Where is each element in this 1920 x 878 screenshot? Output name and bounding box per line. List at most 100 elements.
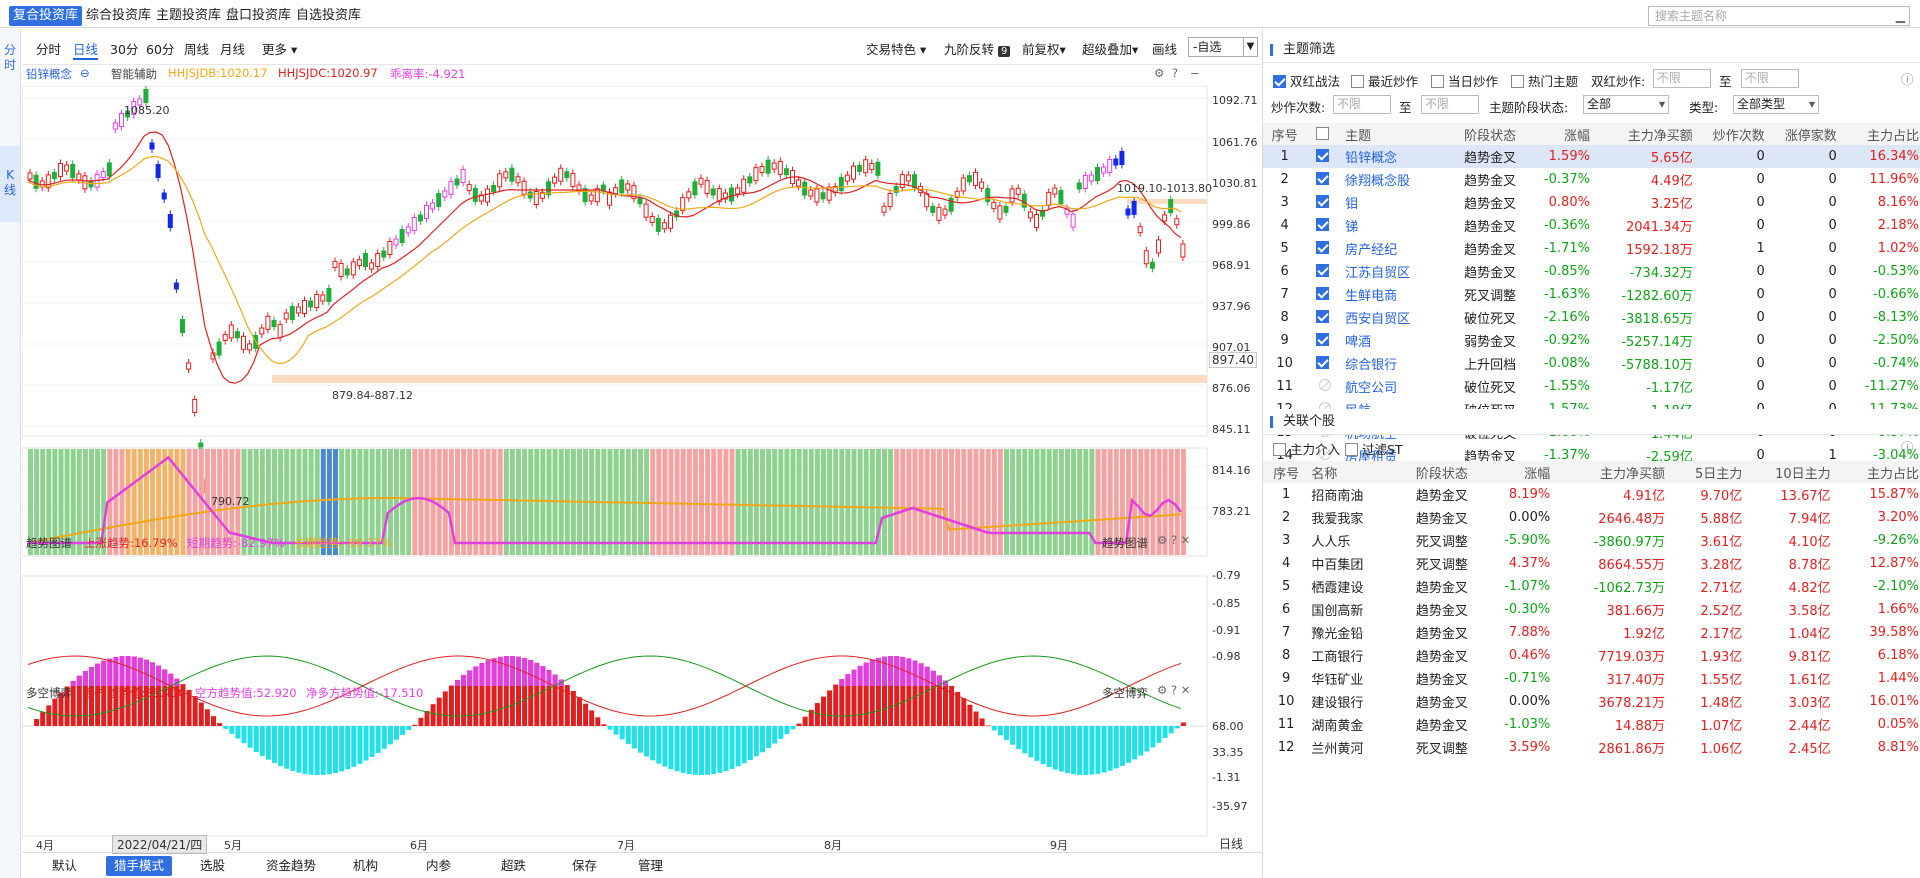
tab-save[interactable]: 保存	[572, 858, 598, 873]
col-5d[interactable]: 5日主力	[1667, 461, 1745, 483]
theme-name[interactable]: 徐翔概念股	[1345, 174, 1411, 189]
theme-row[interactable]: 9 啤酒 弱势金叉 -0.92% -5257.14万 0 0 -2.50%	[1263, 329, 1920, 352]
row-check[interactable]	[1306, 237, 1343, 260]
col-hype-times[interactable]: 炒作次数	[1694, 123, 1767, 145]
col-change[interactable]: 涨幅	[1485, 461, 1553, 483]
col-no[interactable]: 序号	[1263, 461, 1310, 483]
double-red-min-input[interactable]: 不限	[1653, 69, 1711, 88]
stock-row[interactable]: 12 兰州黄河 死叉调整 3.59% 2861.86万 1.06亿 2.45亿 8.81%	[1263, 736, 1920, 759]
minus-icon[interactable]: −	[1190, 66, 1200, 80]
hype-count-max-input[interactable]: 不限	[1421, 95, 1479, 114]
theme-row[interactable]: 11 航空公司 破位死叉 -1.55% -1.17亿 0 0 -11.27%	[1263, 375, 1920, 398]
tab-institution[interactable]: 机构	[353, 858, 379, 873]
checkbox-checked-icon[interactable]	[1316, 172, 1330, 185]
theme-name[interactable]: 生鲜电商	[1345, 289, 1398, 304]
stock-name[interactable]: 建设银行	[1311, 696, 1364, 711]
checkbox-checked-icon[interactable]	[1316, 218, 1330, 231]
checkbox-icon[interactable]	[1511, 75, 1524, 88]
theme-row[interactable]: 2 徐翔概念股 趋势金叉 -0.37% 4.49亿 0 0 11.96%	[1263, 168, 1920, 191]
filter-main-force[interactable]: 主力介入	[1273, 439, 1340, 458]
theme-row[interactable]: 4 锑 趋势金叉 -0.36% 2041.34万 0 0 2.18%	[1263, 214, 1920, 237]
checkbox-checked-icon[interactable]	[1316, 333, 1330, 346]
stock-name[interactable]: 招商南油	[1311, 489, 1364, 504]
row-check[interactable]	[1306, 329, 1343, 352]
stock-row[interactable]: 9 华钰矿业 趋势金叉 -0.71% 317.40万 1.55亿 1.61亿 1.44%	[1263, 667, 1920, 690]
stock-row[interactable]: 3 人人乐 死叉调整 -5.90% -3860.97万 3.61亿 4.10亿 -9.26%	[1263, 529, 1920, 552]
help-icon[interactable]: ?	[1172, 66, 1179, 80]
disabled-icon[interactable]	[1318, 378, 1331, 391]
filter-recent-hype[interactable]: 最近炒作	[1351, 71, 1418, 90]
col-net-buy[interactable]: 主力净买额	[1552, 461, 1668, 483]
col-name[interactable]: 名称	[1309, 461, 1398, 483]
minimize-icon[interactable]: ▁	[1895, 9, 1905, 23]
settings-icon[interactable]: ⚙	[1154, 66, 1165, 80]
trade-feature-menu[interactable]: 交易特色 ▾	[866, 39, 926, 58]
checkbox-checked-icon[interactable]	[1316, 264, 1330, 277]
stock-name[interactable]: 华钰矿业	[1311, 673, 1364, 688]
row-check[interactable]	[1306, 168, 1343, 191]
row-check[interactable]	[1306, 214, 1343, 237]
checkbox-checked-icon[interactable]	[1316, 310, 1330, 323]
stock-row[interactable]: 2 我爱我家 趋势金叉 0.00% 2646.48万 5.88亿 7.94亿 3.20%	[1263, 506, 1920, 529]
col-theme[interactable]: 主题	[1343, 123, 1455, 145]
double-red-max-input[interactable]: 不限	[1741, 69, 1799, 88]
theme-row[interactable]: 10 综合银行 上升回档 -0.08% -5788.10万 0 0 -0.74%	[1263, 352, 1920, 375]
period-more[interactable]: 更多 ▾	[262, 39, 297, 58]
theme-name[interactable]: 铅锌概念	[1345, 151, 1398, 166]
collapse-icon[interactable]: ⓘ	[1901, 72, 1914, 87]
disabled-icon[interactable]	[1318, 447, 1331, 460]
col-check[interactable]	[1306, 123, 1344, 145]
tab-oversold[interactable]: 超跌	[501, 858, 527, 873]
theme-row[interactable]: 3 钼 趋势金叉 0.80% 3.25亿 0 0 8.16%	[1263, 191, 1920, 214]
checkbox-checked-icon[interactable]	[1273, 75, 1286, 88]
super-overlay-menu[interactable]: 超级叠加▾	[1082, 39, 1138, 58]
theme-name[interactable]: 钼	[1345, 197, 1359, 212]
nav-tab-comprehensive[interactable]: 综合投资库	[86, 8, 152, 23]
stock-row[interactable]: 5 栖霞建设 趋势金叉 -1.07% -1062.73万 2.71亿 4.82亿 -2.10%	[1263, 575, 1920, 598]
row-check[interactable]	[1306, 352, 1343, 375]
tab-insider[interactable]: 内参	[426, 858, 452, 873]
stock-row[interactable]: 4 中百集团 死叉调整 4.37% 8664.55万 3.28亿 8.78亿 12.87%	[1263, 552, 1920, 575]
checkbox-icon[interactable]	[1431, 75, 1444, 88]
theme-name[interactable]: 航空公司	[1345, 381, 1398, 396]
tab-intraday[interactable]: 分时	[0, 41, 20, 75]
theme-row[interactable]: 1 铅锌概念 趋势金叉 1.59% 5.65亿 0 0 16.34%	[1263, 145, 1920, 168]
stock-name[interactable]: 工商银行	[1311, 650, 1364, 665]
tab-capital-trend[interactable]: 资金趋势	[266, 858, 317, 873]
stock-name[interactable]: 我爱我家	[1311, 512, 1364, 527]
theme-row[interactable]: 8 西安自贸区 破位死叉 -2.16% -3818.65万 0 0 -8.13%	[1263, 306, 1920, 329]
checkbox-checked-icon[interactable]	[1316, 241, 1330, 254]
period-monthly[interactable]: 月线	[220, 42, 246, 57]
stock-dropdown-icon[interactable]: ⊖	[80, 66, 90, 80]
tab-kline[interactable]: K线	[0, 146, 20, 222]
adjust-menu[interactable]: 前复权▾	[1022, 39, 1066, 58]
stock-name[interactable]: 人人乐	[1311, 535, 1351, 550]
tab-default[interactable]: 默认	[52, 858, 78, 873]
stock-row[interactable]: 11 湖南黄金 趋势金叉 -1.03% 14.88万 1.07亿 2.44亿 0.05%	[1263, 713, 1920, 736]
col-ratio[interactable]: 主力占比	[1838, 123, 1920, 145]
period-daily[interactable]: 日线	[73, 39, 99, 60]
checkbox-icon[interactable]	[1316, 126, 1330, 140]
nav-tab-composite[interactable]: 复合投资库	[9, 6, 83, 26]
filter-double-red[interactable]: 双红战法	[1273, 71, 1340, 90]
col-state[interactable]: 阶段状态	[1397, 461, 1486, 483]
row-check[interactable]	[1306, 444, 1343, 467]
checkbox-icon[interactable]	[1345, 443, 1358, 456]
row-check[interactable]	[1306, 191, 1343, 214]
col-change[interactable]: 涨幅	[1526, 123, 1592, 145]
theme-row[interactable]: 6 江苏自贸区 趋势金叉 -0.85% -734.32万 0 0 -0.53%	[1263, 260, 1920, 283]
theme-name[interactable]: 江苏自贸区	[1345, 266, 1411, 281]
stock-row[interactable]: 10 建设银行 趋势金叉 0.00% 3678.21万 1.48亿 3.03亿 16.01%	[1263, 690, 1920, 713]
settings-icon[interactable]: ⚙ ? ✕	[1157, 683, 1191, 697]
period-60min[interactable]: 60分	[146, 42, 175, 57]
theme-name[interactable]: 锑	[1345, 220, 1359, 235]
filter-hot-theme[interactable]: 热门主题	[1511, 71, 1578, 90]
row-check[interactable]	[1306, 283, 1343, 306]
col-limit-up[interactable]: 涨停家数	[1766, 123, 1839, 145]
theme-name[interactable]: 房产经纪	[1345, 243, 1398, 258]
nav-tab-theme[interactable]: 主题投资库	[156, 8, 222, 23]
tab-manage[interactable]: 管理	[638, 858, 664, 873]
checkbox-checked-icon[interactable]	[1316, 195, 1330, 208]
watchlist-select[interactable]: -自选 ▼	[1188, 37, 1258, 57]
stock-name[interactable]: 国创高新	[1311, 604, 1364, 619]
